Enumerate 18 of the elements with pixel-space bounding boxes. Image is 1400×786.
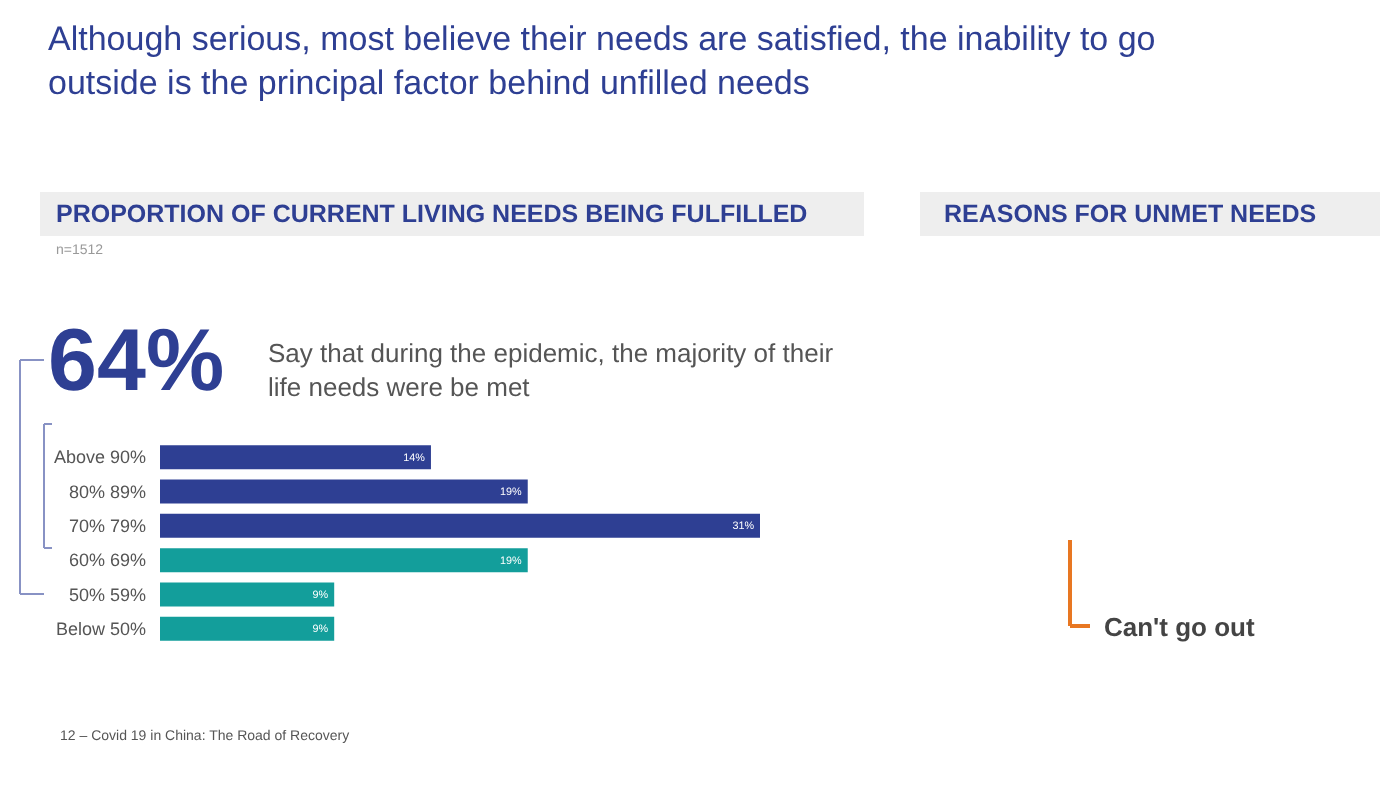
y-tick-label: Above 90% (53, 447, 146, 468)
text: 64% (48, 312, 225, 410)
bar (160, 582, 335, 607)
y-tick-label: 60% 69% (68, 550, 146, 571)
bar (160, 445, 431, 470)
bar (160, 548, 528, 573)
bar (160, 513, 760, 538)
y-tick-label: 70% 79% (68, 516, 146, 537)
chart-subtitle: PROPORTION OF CURRENT LIVING NEEDS BEING FULFILLED (56, 200, 808, 228)
text: Say that during the epidemic, the majority of their life needs were be met (268, 338, 835, 402)
y-tick-label: 80% 89% (68, 481, 146, 502)
text: Can't go out (1104, 612, 1256, 642)
y-tick-label: 50% 59% (68, 584, 146, 605)
text: REASONS FOR UNMET NEEDS (944, 200, 1317, 228)
bar (160, 616, 335, 641)
chart-title: Although serious, most believe their needs are satisfied, the inability to go outside is the principal factor behind unfilled needs (48, 20, 1156, 103)
bar (160, 479, 528, 504)
y-tick-label: Below 50% (55, 619, 146, 640)
